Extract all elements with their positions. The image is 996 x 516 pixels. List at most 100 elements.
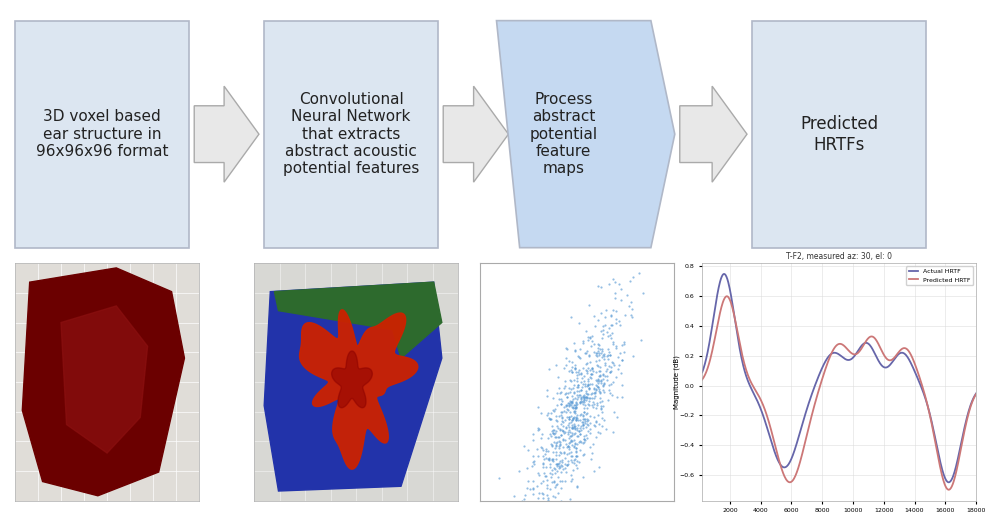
Point xyxy=(561,434,577,442)
Point xyxy=(613,348,628,357)
Point xyxy=(552,448,568,456)
Point xyxy=(600,352,616,360)
Point xyxy=(590,428,606,436)
Point xyxy=(545,455,561,463)
Point xyxy=(561,357,577,365)
Point xyxy=(572,391,588,399)
Point xyxy=(573,386,589,395)
Point xyxy=(546,476,562,485)
Point xyxy=(558,408,574,416)
Point xyxy=(573,377,589,385)
Point xyxy=(564,437,580,445)
Point xyxy=(561,414,577,423)
Point xyxy=(564,421,580,429)
Point xyxy=(588,433,604,441)
Point xyxy=(551,464,567,473)
Point xyxy=(550,389,566,397)
Point xyxy=(588,385,604,394)
Text: 3D voxel based
ear structure in
96x96x96 format: 3D voxel based ear structure in 96x96x96… xyxy=(36,109,168,159)
Point xyxy=(564,399,580,407)
Point xyxy=(558,354,574,362)
Point xyxy=(520,484,536,492)
Point xyxy=(564,368,580,376)
Point xyxy=(569,383,585,392)
Point xyxy=(594,347,610,355)
Point xyxy=(568,364,584,373)
Point xyxy=(579,393,595,401)
Point xyxy=(580,364,596,372)
Point xyxy=(593,345,609,353)
Point xyxy=(603,367,619,376)
Point xyxy=(562,415,578,423)
Point xyxy=(553,497,569,506)
Point xyxy=(612,280,627,288)
Point xyxy=(582,425,598,433)
Point xyxy=(553,388,569,396)
Point xyxy=(578,349,594,357)
Point xyxy=(582,397,598,405)
Point xyxy=(551,437,567,445)
Point xyxy=(586,413,602,421)
Point xyxy=(566,420,582,428)
Point xyxy=(566,459,582,467)
Point xyxy=(560,428,576,437)
Point xyxy=(555,477,571,485)
Point xyxy=(603,380,619,389)
Point xyxy=(608,294,623,302)
Point xyxy=(580,366,596,375)
Point xyxy=(553,411,569,420)
Point xyxy=(541,455,557,463)
Point xyxy=(595,371,611,379)
Point xyxy=(553,461,569,469)
Point xyxy=(562,388,578,396)
Point xyxy=(579,390,595,398)
Point xyxy=(516,442,532,450)
Point xyxy=(569,368,585,376)
Point xyxy=(575,473,591,481)
Point xyxy=(558,401,574,409)
Point xyxy=(551,433,567,442)
Point xyxy=(615,393,630,401)
Point xyxy=(569,377,585,385)
Line: Predicted HRTF: Predicted HRTF xyxy=(702,296,976,490)
Point xyxy=(556,447,572,456)
Point xyxy=(601,280,617,288)
Point xyxy=(563,397,579,406)
Point xyxy=(583,455,599,463)
Point xyxy=(565,358,581,366)
Point xyxy=(571,427,587,435)
Point xyxy=(568,452,584,460)
Point xyxy=(567,455,583,463)
Point xyxy=(554,462,570,471)
Point xyxy=(568,413,584,422)
Point xyxy=(585,448,601,457)
Actual HRTF xyxy=(767,444,779,450)
Point xyxy=(530,469,546,477)
Point xyxy=(611,361,626,369)
Point xyxy=(564,415,580,424)
Point xyxy=(564,424,580,432)
Point xyxy=(606,378,622,386)
Point xyxy=(559,423,575,431)
Point xyxy=(550,433,566,442)
Point xyxy=(558,468,574,476)
Point xyxy=(545,428,561,437)
Point xyxy=(555,435,571,443)
Point xyxy=(563,471,579,479)
Point xyxy=(563,432,579,440)
Point xyxy=(590,400,606,409)
Point xyxy=(568,398,584,406)
Point xyxy=(597,379,613,388)
Point xyxy=(592,398,608,406)
Point xyxy=(568,398,584,407)
Point xyxy=(530,426,546,434)
Point xyxy=(568,403,584,411)
Point xyxy=(589,377,605,385)
Point xyxy=(573,394,589,402)
Point xyxy=(577,401,593,410)
Point xyxy=(556,427,572,435)
Polygon shape xyxy=(61,306,147,453)
Point xyxy=(575,392,591,400)
Point xyxy=(564,403,580,411)
Point xyxy=(551,442,567,450)
